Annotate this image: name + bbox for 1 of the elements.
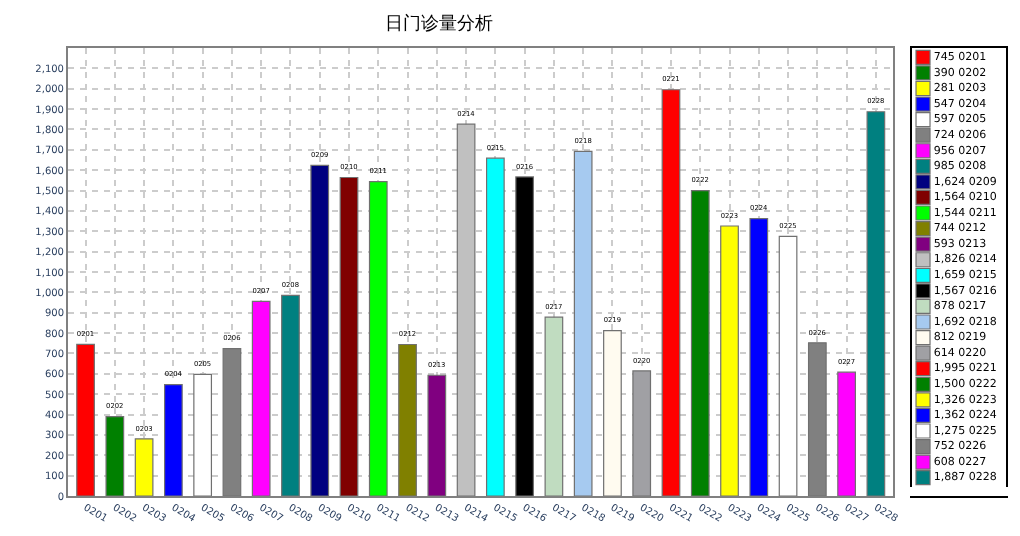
chart-title: 日门诊量分析	[384, 12, 493, 35]
